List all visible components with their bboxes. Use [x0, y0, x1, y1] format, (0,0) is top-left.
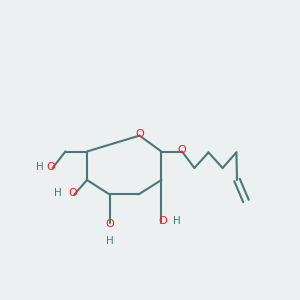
Text: H: H: [54, 188, 62, 198]
Text: H: H: [106, 236, 113, 247]
Text: O: O: [135, 129, 144, 139]
Text: H: H: [173, 216, 181, 226]
Text: O: O: [158, 216, 167, 226]
Text: O: O: [68, 188, 77, 198]
Text: O: O: [178, 145, 187, 155]
Text: H: H: [36, 161, 44, 172]
Text: O: O: [105, 219, 114, 229]
Text: O: O: [46, 161, 56, 172]
